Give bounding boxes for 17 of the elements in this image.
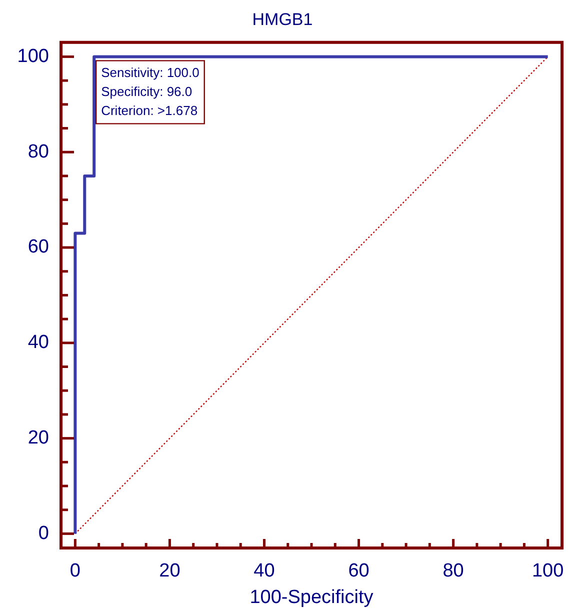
- x-tick-label: 80: [442, 560, 464, 582]
- x-tick-label: 40: [254, 560, 275, 582]
- annotation: Criterion: >1.678: [101, 102, 198, 118]
- y-tick-label: 40: [28, 332, 49, 354]
- x-tick-label: 100: [532, 560, 564, 582]
- annotation: Specificity: 96.0: [101, 84, 192, 99]
- y-tick-label: 0: [38, 522, 49, 544]
- annotation: Sensitivity: 100.0: [101, 64, 200, 80]
- x-tick-label: 60: [348, 560, 370, 582]
- y-tick-label: 80: [28, 141, 49, 162]
- y-tick-label: 20: [28, 428, 49, 449]
- chart-title: HMGB1: [252, 10, 313, 29]
- x-tick-label: 20: [159, 560, 180, 582]
- x-axis-title: 100-Specificity: [250, 586, 374, 608]
- x-tick-label: 0: [70, 560, 80, 582]
- y-tick-label: 100: [17, 46, 49, 67]
- y-tick-label: 60: [28, 236, 49, 258]
